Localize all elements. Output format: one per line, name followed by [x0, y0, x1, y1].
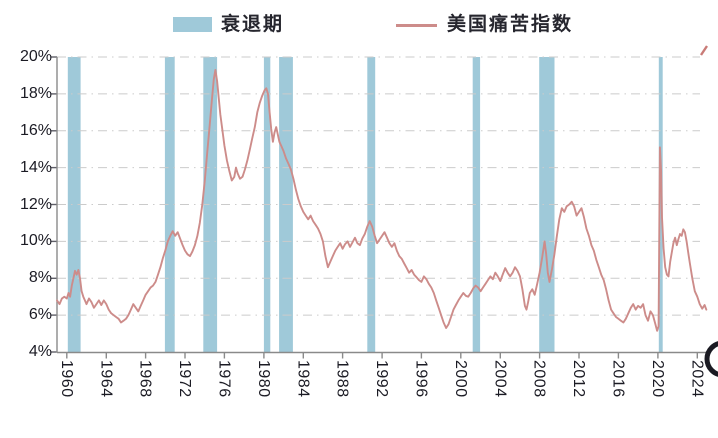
- x-axis-label: 1992: [373, 360, 391, 398]
- x-axis-label: 2016: [609, 360, 627, 398]
- x-axis-label: 2000: [451, 360, 469, 398]
- misery-line-label: 美国痛苦指数: [447, 14, 574, 35]
- misery-index-line: [56, 68, 708, 332]
- x-axis-label: 1976: [215, 360, 233, 398]
- misery-line-swatch: [396, 24, 437, 27]
- recession-band: [164, 57, 175, 352]
- recession-band-label: 衰退期: [221, 14, 285, 35]
- x-axis-label: 2012: [570, 360, 587, 398]
- y-axis-label: 6%: [28, 306, 52, 324]
- x-axis-label: 1988: [333, 360, 351, 398]
- y-axis-label: 14%: [19, 158, 52, 176]
- recession-band-swatch: [173, 17, 212, 32]
- recession-band: [472, 57, 481, 352]
- x-axis-label: 1984: [294, 360, 312, 398]
- cropped-glyph-artifact: [704, 341, 718, 377]
- y-axis-label: 20%: [19, 48, 52, 65]
- y-axis-label: 8%: [28, 269, 52, 287]
- x-axis-label: 2008: [530, 360, 548, 398]
- x-axis-label: 2020: [648, 360, 666, 398]
- x-axis-label: 1980: [254, 360, 272, 398]
- red-mark-artifact: [700, 45, 708, 56]
- recession-band: [658, 57, 663, 352]
- y-axis-label: 18%: [19, 84, 52, 102]
- y-axis-label: 4%: [28, 343, 52, 360]
- x-axis-label: 1964: [97, 360, 115, 398]
- x-axis-label: 2024: [688, 360, 706, 398]
- x-axis-label: 1972: [176, 360, 193, 398]
- x-axis-label: 1996: [412, 360, 430, 398]
- y-axis-label: 16%: [19, 121, 52, 139]
- x-axis-label: 1960: [57, 360, 75, 398]
- x-axis-label: 1968: [136, 360, 154, 398]
- x-axis-label: 2004: [491, 360, 509, 398]
- y-axis-label: 12%: [19, 195, 52, 213]
- y-axis-label: 10%: [19, 232, 52, 250]
